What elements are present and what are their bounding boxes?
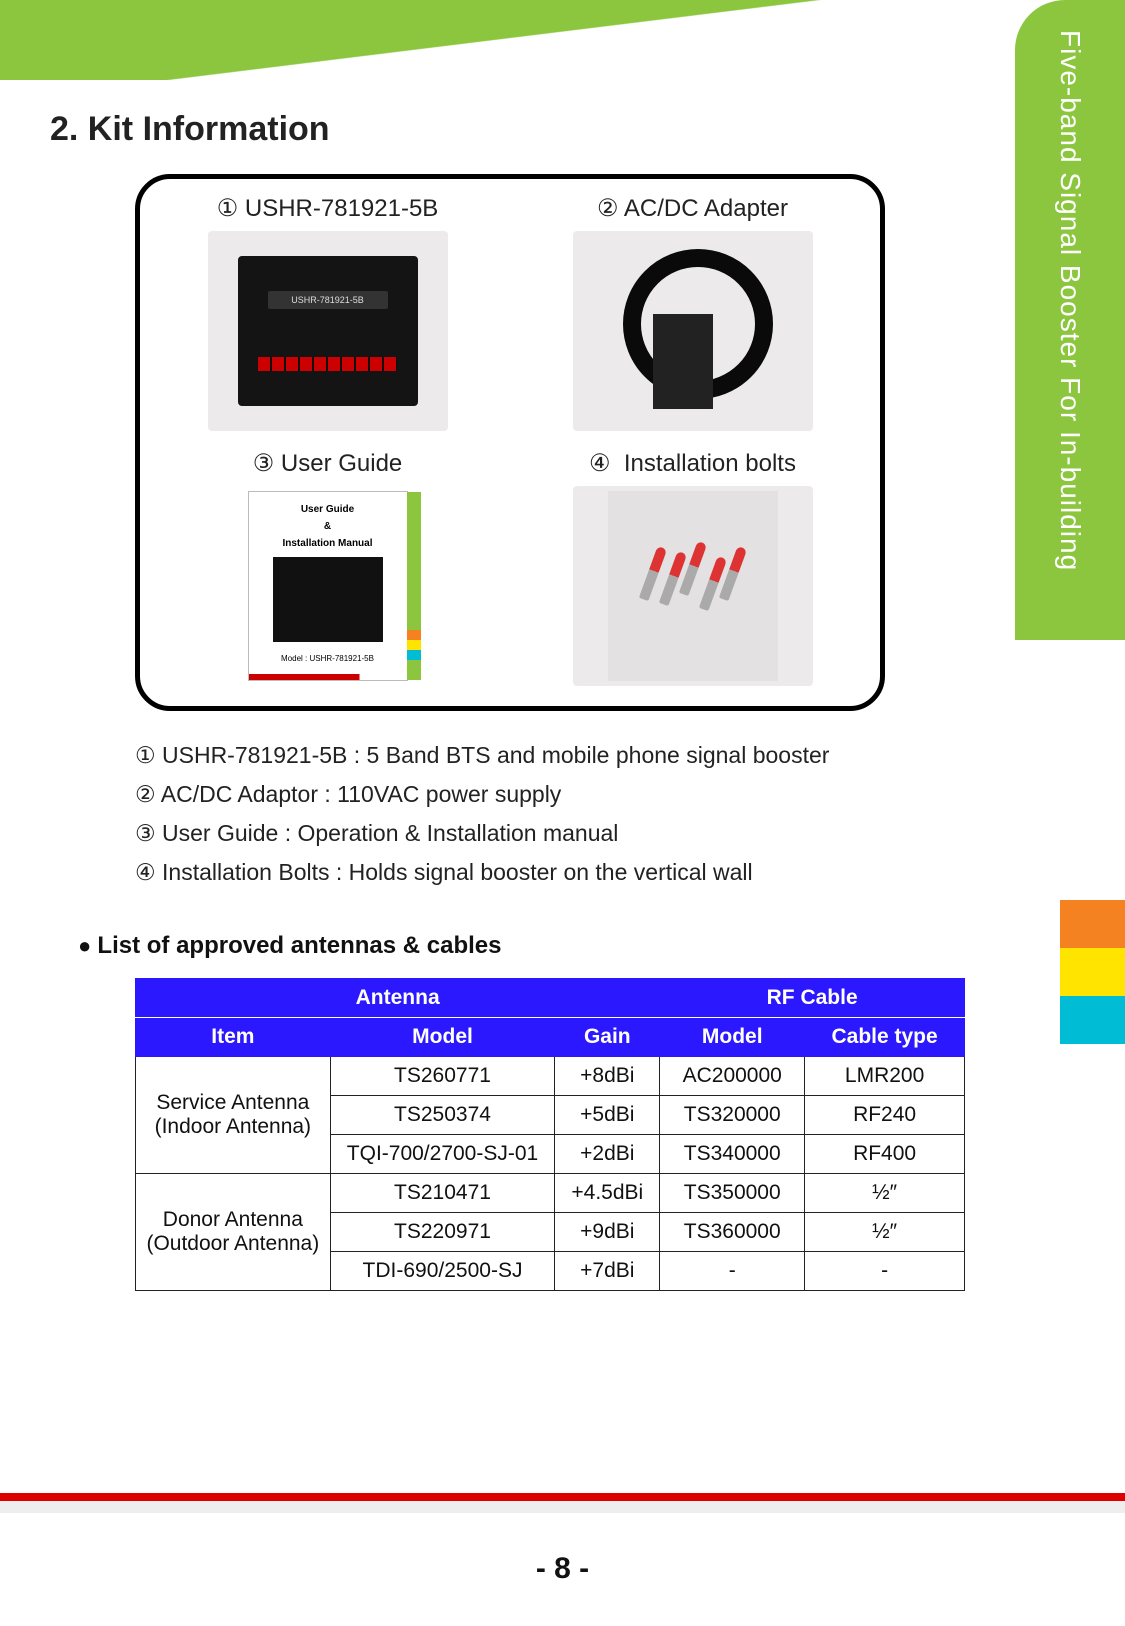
kit-image-bolts (573, 486, 813, 686)
chip-2 (1060, 996, 1125, 1044)
cell-model_a: TS220971 (330, 1213, 555, 1252)
kit-item-3: ③ User Guide User Guide & Installation M… (165, 449, 490, 686)
cell-gain: +2dBi (555, 1135, 660, 1174)
cell-item: Donor Antenna(Outdoor Antenna) (136, 1174, 331, 1291)
side-tab-title: Five-band Signal Booster For In-building (1054, 30, 1086, 571)
kit-item-1: ① USHR-781921-5B USHR-781921-5B (165, 194, 490, 431)
table-row: Service Antenna(Indoor Antenna)TS260771+… (136, 1057, 965, 1096)
kit-image-device: USHR-781921-5B (208, 231, 448, 431)
cell-model_a: TS250374 (330, 1096, 555, 1135)
th-antenna: Antenna (136, 979, 660, 1018)
kit-label-4: ④ Installation bolts (530, 449, 855, 478)
side-tab: Five-band Signal Booster For In-building (1015, 0, 1125, 640)
desc-2: ② AC/DC Adaptor : 110VAC power supply (135, 775, 1085, 814)
th-model-c: Model (660, 1018, 805, 1057)
footer-grey-line (0, 1501, 1125, 1513)
cell-model_c: TS350000 (660, 1174, 805, 1213)
page-number: - 8 - (0, 1552, 1125, 1586)
cell-model_a: TS260771 (330, 1057, 555, 1096)
cell-cable: - (805, 1252, 965, 1291)
cell-cable: RF240 (805, 1096, 965, 1135)
desc-3: ③ User Guide : Operation & Installation … (135, 814, 1085, 853)
table-row: Donor Antenna(Outdoor Antenna)TS210471+4… (136, 1174, 965, 1213)
kit-box: ① USHR-781921-5B USHR-781921-5B ② AC/DC … (135, 174, 885, 711)
footer-red-line (0, 1493, 1125, 1501)
cell-gain: +8dBi (555, 1057, 660, 1096)
cell-model_c: TS340000 (660, 1135, 805, 1174)
kit-label-1: ① USHR-781921-5B (165, 194, 490, 223)
th-item: Item (136, 1018, 331, 1057)
th-gain: Gain (555, 1018, 660, 1057)
list-heading: List of approved antennas & cables (78, 932, 1085, 960)
th-cable: Cable type (805, 1018, 965, 1057)
th-model-a: Model (330, 1018, 555, 1057)
cell-model_a: TS210471 (330, 1174, 555, 1213)
cell-model_c: AC200000 (660, 1057, 805, 1096)
cell-model_c: TS320000 (660, 1096, 805, 1135)
color-chips (1060, 900, 1125, 1044)
cell-gain: +7dBi (555, 1252, 660, 1291)
cell-model_c: TS360000 (660, 1213, 805, 1252)
kit-label-2: ② AC/DC Adapter (530, 194, 855, 223)
kit-image-adapter (573, 231, 813, 431)
kit-item-4: ④ Installation bolts (530, 449, 855, 686)
cell-model_c: - (660, 1252, 805, 1291)
cell-cable: RF400 (805, 1135, 965, 1174)
cell-cable: LMR200 (805, 1057, 965, 1096)
kit-item-2: ② AC/DC Adapter (530, 194, 855, 431)
chip-1 (1060, 948, 1125, 996)
chip-0 (1060, 900, 1125, 948)
kit-label-3: ③ User Guide (165, 449, 490, 478)
cell-gain: +9dBi (555, 1213, 660, 1252)
cell-gain: +5dBi (555, 1096, 660, 1135)
cell-item: Service Antenna(Indoor Antenna) (136, 1057, 331, 1174)
antenna-cable-table: Antenna RF Cable Item Model Gain Model C… (135, 978, 965, 1291)
section-heading: 2. Kit Information (50, 110, 1085, 149)
desc-1: ① USHR-781921-5B : 5 Band BTS and mobile… (135, 736, 1085, 775)
cell-model_a: TQI-700/2700-SJ-01 (330, 1135, 555, 1174)
cell-model_a: TDI-690/2500-SJ (330, 1252, 555, 1291)
kit-image-guide: User Guide & Installation Manual Model :… (208, 486, 448, 686)
cell-cable: ½″ (805, 1174, 965, 1213)
th-rfcable: RF Cable (660, 979, 965, 1018)
cell-cable: ½″ (805, 1213, 965, 1252)
desc-4: ④ Installation Bolts : Holds signal boos… (135, 853, 1085, 892)
kit-descriptions: ① USHR-781921-5B : 5 Band BTS and mobile… (135, 736, 1085, 892)
cell-gain: +4.5dBi (555, 1174, 660, 1213)
